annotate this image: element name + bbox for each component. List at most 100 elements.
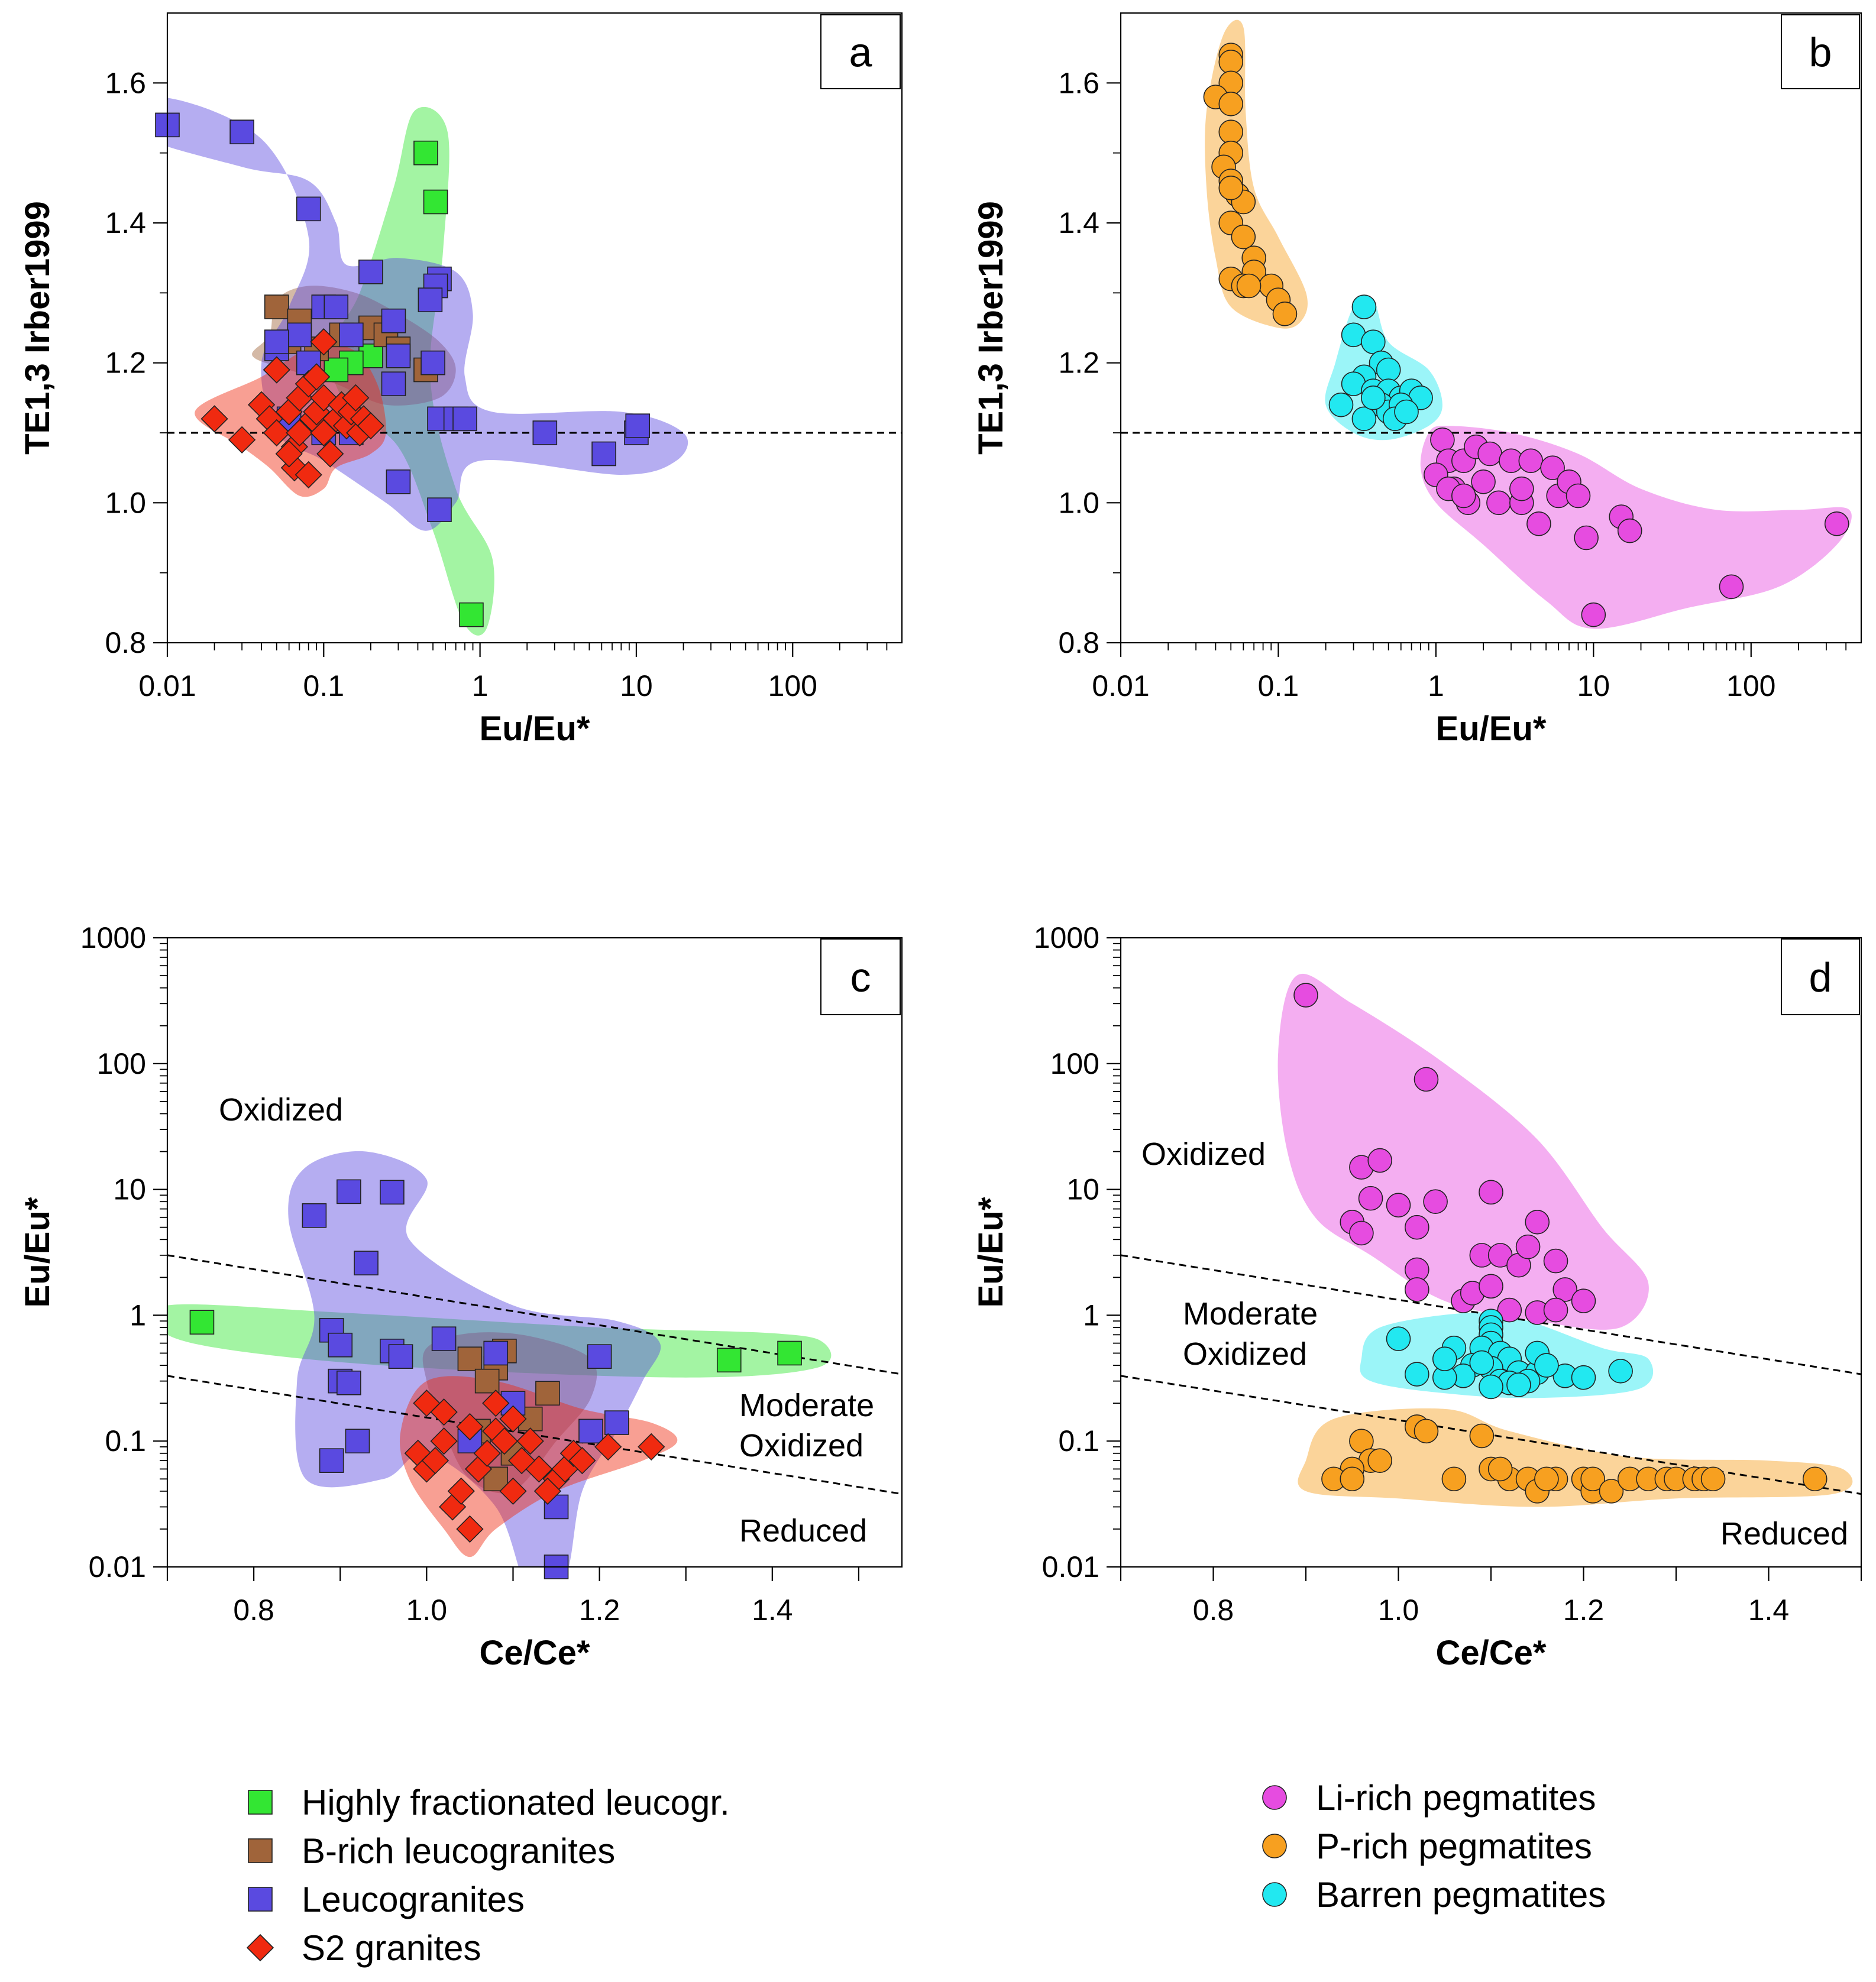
point-s2-granites [594,1433,622,1461]
x-tick-label: 1.4 [1748,1594,1790,1627]
point-s2-granites [473,1439,501,1467]
point-highly-fractionated-leucogr [459,602,484,627]
point-p-rich-pegmatites [1441,1466,1467,1492]
point-p-rich-pegmatites [1469,1423,1495,1449]
point-s2-granites [286,419,313,447]
point-li-rich-pegmatites [1515,1234,1541,1259]
point-s2-granites [310,328,338,356]
point-li-rich-pegmatites [1479,1274,1503,1299]
plot-area [1121,13,1861,643]
point-leucogranites [337,1179,361,1204]
point-leucogranites [339,322,364,348]
point-s2-granites [228,426,256,454]
point-li-rich-pegmatites [1566,483,1591,509]
y-axis-title: Eu/Eu* [18,1197,57,1307]
y-tick-label: 0.01 [89,1550,146,1583]
point-barren-pegmatites [1386,1326,1411,1352]
x-axis-title: Ce/Ce* [480,1634,590,1672]
point-p-rich-pegmatites [1272,302,1298,326]
point-li-rich-pegmatites [1824,511,1849,536]
point-li-rich-pegmatites [1543,1297,1568,1323]
redox-annotation: Reduced [739,1513,867,1549]
point-leucogranites [345,1429,370,1453]
y-tick-label: 0.01 [1042,1550,1099,1583]
point-barren-pegmatites [1328,392,1354,417]
y-tick-label: 0.8 [1058,626,1099,659]
point-li-rich-pegmatites [1543,1248,1568,1274]
point-s2-granites [499,1477,527,1505]
point-s2-granites [263,356,290,384]
y-axis-title: Eu/Eu* [972,1197,1010,1307]
point-leucogranites [381,371,406,396]
point-leucogranites [604,1410,629,1435]
point-leucogranites [358,260,383,284]
x-tick-label: 100 [1726,669,1775,702]
x-tick-label: 1.2 [1563,1594,1605,1627]
point-p-rich-pegmatites [1236,273,1262,299]
x-tick-label: 0.8 [1193,1594,1234,1627]
point-li-rich-pegmatites [1552,1277,1577,1302]
x-tick-label: 1.0 [1378,1594,1419,1627]
point-li-rich-pegmatites [1581,602,1606,627]
point-s2-granites [275,440,303,468]
point-li-rich-pegmatites [1386,1193,1411,1217]
point-s2-granites [342,384,370,412]
plot-frame [166,937,903,1568]
legend-granites: Highly fractionated leucogr. B-rich leuco… [246,1783,730,1968]
y-tick-label: 1 [130,1298,146,1332]
point-s2-granites [516,1427,544,1455]
point-p-rich-pegmatites [1580,1466,1605,1492]
y-tick-label: 1.2 [1058,346,1099,380]
panel-label-box [1781,938,1860,1015]
point-leucogranites [483,1340,509,1366]
redox-annotation: Moderate [739,1388,874,1423]
point-leucogranites [386,344,411,368]
y-tick-label: 1.0 [105,486,146,519]
point-p-rich-pegmatites [1340,1466,1365,1492]
x-axis-title: Eu/Eu* [480,710,590,748]
point-s2-granites [490,1427,518,1455]
point-li-rich-pegmatites [1509,476,1534,501]
point-leucogranites [591,441,616,467]
point-barren-pegmatites [1506,1372,1531,1397]
legend-marker-li-rich-pegmatites [1262,1785,1287,1810]
point-leucogranites [418,287,443,312]
legend-marker-leucogranites [248,1887,273,1912]
point-p-rich-pegmatites [1487,1456,1513,1482]
point-li-rich-pegmatites [1349,1220,1374,1246]
point-leucogranites [421,350,445,375]
panel-label-box [1781,14,1860,89]
point-li-rich-pegmatites [1479,1180,1503,1205]
point-li-rich-pegmatites [1430,428,1455,452]
legend-label: Leucogranites [302,1880,525,1919]
legend-label: Barren pegmatites [1316,1875,1606,1915]
y-tick-label: 1.6 [1058,66,1099,99]
point-s2-granites [430,1427,458,1455]
point-leucogranites [324,294,349,319]
y-tick-label: 1.4 [105,206,146,239]
region-highly-fractionated-leucogr [329,106,494,636]
data-points [189,1179,802,1579]
reference-line-2 [1120,1375,1862,1495]
point-leucogranites [296,196,321,222]
point-p-rich-pegmatites [1700,1466,1726,1492]
plot-frame [1120,12,1862,644]
y-tick-label: 0.8 [105,626,146,659]
y-tick-label: 1.0 [1058,486,1099,519]
x-tick-label: 1 [1428,669,1444,702]
legend-label: P-rich pegmatites [1316,1826,1592,1866]
point-leucogranites [532,420,558,445]
x-tick-label: 0.01 [138,669,196,702]
point-barren-pegmatites [1351,294,1377,319]
point-leucogranites [431,1326,457,1352]
legend-item-barren-pegmatites: Barren pegmatites [1262,1875,1606,1915]
point-leucogranites [287,322,312,348]
point-b-rich-leucogranites [457,1346,483,1371]
point-leucogranites [386,469,411,494]
point-barren-pegmatites [1534,1353,1559,1378]
point-highly-fractionated-leucogr [777,1340,802,1366]
legend-marker-p-rich-pegmatites [1262,1834,1287,1858]
point-b-rich-leucogranites [535,1381,560,1406]
point-li-rich-pegmatites [1486,490,1511,516]
panel-label: d [1809,954,1832,1000]
